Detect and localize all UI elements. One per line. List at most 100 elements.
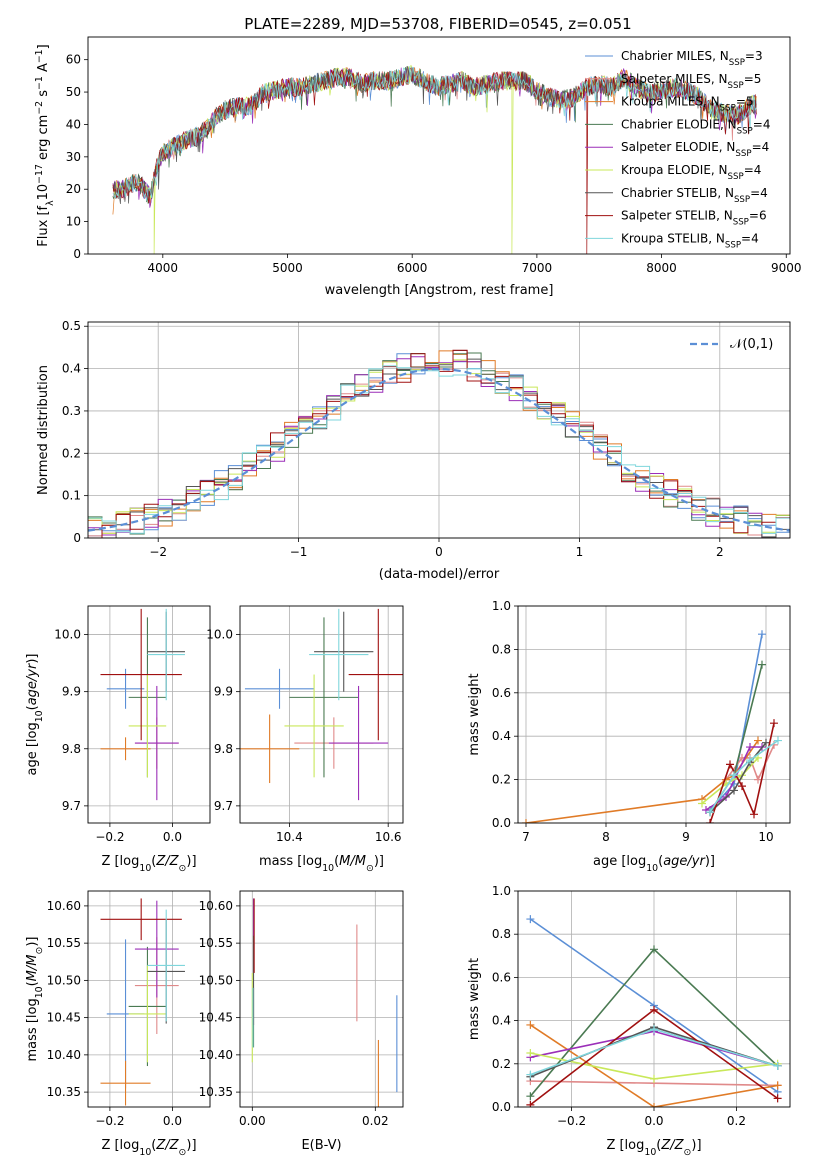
y-tick-label: 1.0 — [492, 599, 511, 613]
weight-marker — [754, 775, 762, 784]
x-tick-label: 7000 — [522, 261, 553, 275]
weight-marker — [754, 736, 762, 745]
x-tick-label: 10.6 — [375, 830, 402, 844]
x-tick-label: 5000 — [272, 261, 303, 275]
weight-marker — [758, 660, 766, 669]
x-axis-label: Z [log10(Z/Z⊙)] — [101, 854, 196, 874]
plot-marks — [112, 64, 757, 254]
plot-marks — [100, 608, 185, 801]
y-tick-label: 10.35 — [199, 1085, 233, 1099]
x-tick-label: 4000 — [148, 261, 179, 275]
histogram-salpeter-stelib — [88, 349, 790, 538]
axes-frame — [239, 890, 404, 1108]
y-tick-label: 1.0 — [492, 884, 511, 898]
y-tick-label: 10.50 — [199, 973, 233, 987]
axes-frame — [239, 605, 404, 824]
x-tick-label: −0.2 — [95, 1114, 124, 1128]
y-tick-label: 0.4 — [62, 362, 81, 376]
legend-label: Chabrier MILES, NSSP=3 — [621, 49, 763, 68]
weight-line — [709, 742, 767, 813]
y-tick-label: 9.8 — [62, 742, 81, 756]
legend-label: Kroupa STELIB, NSSP=4 — [621, 231, 759, 250]
x-tick-label: 0.00 — [239, 1114, 266, 1128]
axes-frame — [87, 36, 791, 255]
legend-label: Chabrier ELODIE, NSSP=4 — [621, 117, 770, 136]
weight-marker — [526, 1049, 535, 1057]
weight-marker — [762, 738, 770, 747]
x-tick-label: 0.0 — [644, 1114, 663, 1128]
x-tick-label: 1 — [576, 545, 584, 559]
x-tick-label: −0.2 — [557, 1114, 586, 1128]
y-tick-label: 0.4 — [492, 729, 511, 743]
x-tick-label: 0.0 — [163, 830, 182, 844]
legend-label: Kroupa ELODIE, NSSP=4 — [621, 163, 761, 182]
y-tick-label: 0.5 — [62, 319, 81, 333]
plot-marks — [522, 630, 782, 823]
y-tick-label: 9.7 — [214, 799, 233, 813]
panel-age_vs_Z: −0.2 0.0 9.7 9.8 9.9 10.0 Z [log10(Z/Z⊙)] age [… — [25, 605, 211, 874]
x-tick-label: 8 — [602, 830, 610, 844]
weight-marker — [726, 760, 734, 769]
y-axis-label: mass weight — [467, 958, 482, 1040]
y-tick-label: 10.35 — [47, 1085, 81, 1099]
legend-label: Kroupa MILES, NSSP=5 — [621, 95, 754, 114]
x-axis-label: (data-model)/error — [379, 567, 500, 582]
legend-label: 𝒩(0,1) — [730, 337, 773, 352]
weight-marker — [526, 1070, 535, 1079]
x-tick-label: 10.4 — [276, 830, 303, 844]
y-tick-label: 0.4 — [492, 1014, 511, 1028]
weight-line — [709, 739, 779, 813]
y-tick-label: 10 — [66, 215, 81, 229]
plot-marks — [88, 349, 790, 538]
y-tick-label: 0.8 — [492, 642, 511, 656]
weight-marker — [773, 1061, 782, 1070]
panel-mass_vs_EBV: 0.00 0.02 10.35 10.40 10.45 10.50 10.55 10.60 E(… — [199, 890, 404, 1153]
panel-age_vs_mass: 10.4 10.6 9.7 9.8 9.9 10.0 mass [log10(M/M⊙)] — [206, 605, 404, 874]
legend-label: Salpeter MILES, NSSP=5 — [621, 72, 761, 91]
y-tick-label: 10.40 — [47, 1048, 81, 1062]
y-tick-label: 0 — [73, 531, 81, 545]
weight-marker — [730, 771, 738, 780]
y-tick-label: 9.7 — [62, 799, 81, 813]
weight-marker — [706, 808, 714, 817]
y-tick-label: 0.8 — [492, 927, 511, 941]
y-tick-label: 0.0 — [492, 1100, 511, 1114]
x-axis-label: E(B-V) — [301, 1138, 341, 1153]
y-tick-label: 10.0 — [206, 628, 233, 642]
plot-marks — [240, 608, 403, 801]
weight-marker — [773, 1094, 782, 1103]
weight-marker — [706, 819, 714, 823]
plot-marks — [526, 915, 782, 1107]
weight-marker — [774, 736, 782, 745]
axes-frame — [87, 321, 791, 539]
weight-marker — [750, 810, 758, 819]
x-tick-label: −0.2 — [95, 830, 124, 844]
y-tick-label: 0.2 — [492, 773, 511, 787]
legend: Chabrier MILES, NSSP=3 Salpeter MILES, NS… — [585, 49, 770, 250]
weight-marker — [650, 1025, 658, 1034]
y-tick-label: 9.8 — [214, 742, 233, 756]
y-tick-label: 30 — [66, 150, 81, 164]
x-tick-label: 6000 — [397, 261, 428, 275]
y-tick-label: 0.6 — [492, 686, 511, 700]
x-tick-label: 9 — [682, 830, 690, 844]
y-axis-label: Normed distribution — [36, 365, 51, 495]
plot-marks — [251, 898, 398, 1107]
x-tick-label: 7 — [522, 830, 530, 844]
y-tick-label: 0.1 — [62, 489, 81, 503]
x-axis-label: Z [log10(Z/Z⊙)] — [606, 1138, 701, 1158]
weight-marker — [526, 1020, 535, 1029]
y-tick-label: 10.45 — [47, 1011, 81, 1025]
plot-marks — [100, 898, 185, 1106]
weight-line — [529, 1024, 778, 1107]
x-axis-label: mass [log10(M/M⊙)] — [259, 854, 384, 874]
y-axis-label: age [log10(age/yr)] — [25, 653, 45, 775]
y-tick-label: 9.9 — [214, 685, 233, 699]
legend-label: Salpeter ELODIE, NSSP=4 — [621, 140, 769, 159]
weight-line — [525, 740, 759, 823]
y-tick-label: 10.60 — [199, 899, 233, 913]
histogram-kroupa-miles — [88, 350, 790, 538]
x-tick-label: −1 — [290, 545, 308, 559]
